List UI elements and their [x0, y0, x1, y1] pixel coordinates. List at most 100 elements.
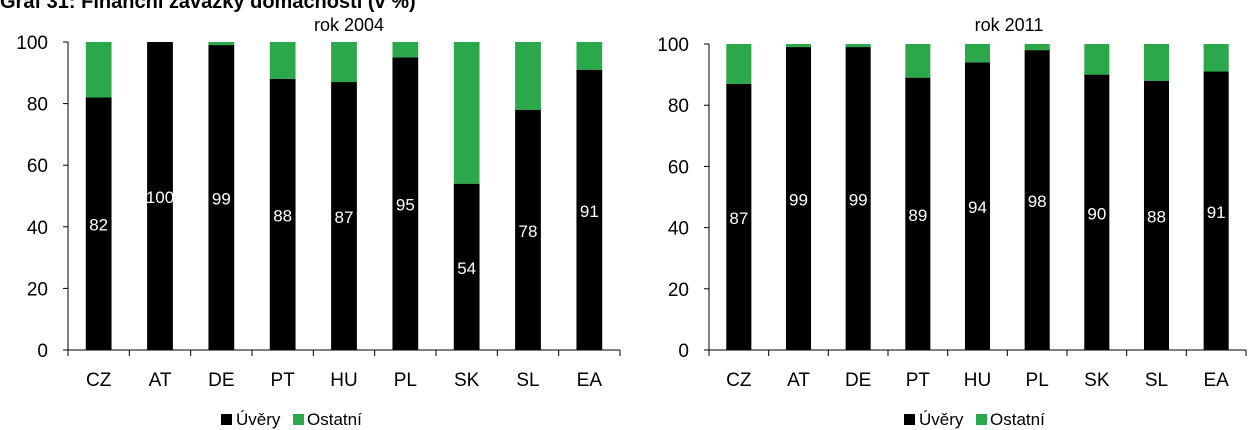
- page-title: Graf 31: Finanční závazky domácností (v …: [0, 0, 416, 13]
- x-tick-label-PL: PL: [394, 370, 417, 391]
- bar-ostatni-HU: [331, 42, 357, 83]
- bar-ostatni-DE: [208, 42, 235, 46]
- data-label-PT: 88: [273, 206, 292, 225]
- bar-uvery-CZ: [726, 83, 752, 350]
- x-tick-label-AT: AT: [149, 370, 172, 391]
- data-label-PL: 95: [396, 196, 415, 215]
- chart-2011: rok 2011 0 20 40 60 80 100 87 CZ 99 AT 99 DE 89 PT 94 H…: [657, 15, 1247, 429]
- x-tick-label-PT: PT: [271, 370, 296, 391]
- legend-label-uvery: Úvěry: [236, 410, 281, 429]
- bar-ostatni-CZ: [726, 44, 752, 84]
- data-label-DE: 99: [849, 191, 868, 210]
- y-tick-label: 100: [16, 33, 48, 54]
- data-label-AT: 99: [789, 191, 808, 210]
- y-tick-label: 80: [27, 95, 48, 116]
- plot-area: 0 20 40 60 80 100 87 CZ 99 AT 99 DE 89 PT 94 HU 98 PL 90 SK…: [657, 35, 1247, 391]
- legend-label-ostatni: Ostatní: [307, 410, 362, 429]
- bar-uvery-HU: [331, 82, 357, 350]
- plot-area: 0 20 40 60 80 100 82 CZ 100 AT 99 DE 88 PT 87 HU 95 PL 54 S…: [16, 33, 621, 391]
- bar-uvery-HU: [964, 62, 991, 351]
- x-tick-label-CZ: CZ: [726, 370, 752, 391]
- data-label-SK: 54: [457, 259, 476, 278]
- data-label-HU: 87: [335, 208, 354, 227]
- bar-ostatni-SL: [515, 42, 541, 110]
- bar-ostatni-PT: [905, 44, 931, 78]
- y-tick-label: 100: [657, 35, 689, 56]
- bar-ostatni-PL: [1024, 44, 1050, 51]
- bar-ostatni-SL: [1143, 44, 1170, 81]
- bar-ostatni-EA: [1203, 44, 1229, 72]
- bar-ostatni-AT: [785, 44, 812, 48]
- legend-swatch-uvery: [904, 414, 915, 425]
- bar-uvery-PT: [905, 77, 931, 350]
- y-tick-label: 20: [27, 279, 48, 300]
- data-label-SL: 88: [1147, 207, 1166, 226]
- data-label-DE: 99: [212, 190, 231, 209]
- bar-uvery-CZ: [85, 97, 112, 350]
- bar-ostatni-CZ: [85, 42, 112, 98]
- bar-uvery-SL: [1143, 80, 1170, 350]
- x-tick-label-CZ: CZ: [86, 370, 112, 391]
- chart-title: rok 2004: [314, 15, 384, 35]
- bar-uvery-PL: [1024, 50, 1050, 351]
- x-tick-label-DE: DE: [208, 370, 234, 391]
- bar-uvery-EA: [576, 69, 603, 350]
- bar-uvery-PT: [269, 78, 296, 351]
- bar-ostatni-DE: [845, 44, 871, 48]
- x-tick-label-AT: AT: [787, 370, 810, 391]
- data-label-SK: 90: [1087, 204, 1106, 223]
- x-tick-label-SK: SK: [1084, 370, 1110, 391]
- bar-uvery-PL: [392, 57, 419, 351]
- y-tick-label: 40: [27, 218, 48, 239]
- bar-ostatni-PL: [392, 42, 419, 58]
- x-tick-label-SL: SL: [1145, 370, 1168, 391]
- x-tick-label-PT: PT: [906, 370, 931, 391]
- y-tick-label: 0: [678, 341, 689, 362]
- x-tick-label-SL: SL: [516, 370, 539, 391]
- data-label-EA: 91: [1207, 203, 1226, 222]
- data-label-EA: 91: [580, 202, 599, 221]
- data-label-PT: 89: [908, 206, 927, 225]
- x-tick-label-EA: EA: [1203, 370, 1229, 391]
- data-label-CZ: 82: [89, 216, 108, 235]
- bar-uvery-SK: [1084, 74, 1110, 350]
- data-label-AT: 100: [146, 188, 174, 207]
- x-tick-label-HU: HU: [964, 370, 991, 391]
- chart-2004: rok 2004 0 20 40 60 80 100 82 CZ 100 AT 99 DE 88 PT 87…: [16, 15, 621, 429]
- x-tick-label-HU: HU: [330, 370, 357, 391]
- x-tick-label-PL: PL: [1026, 370, 1049, 391]
- bar-uvery-EA: [1203, 71, 1229, 350]
- data-label-PL: 98: [1028, 192, 1047, 211]
- y-tick-label: 40: [668, 219, 689, 240]
- bar-uvery-AT: [147, 42, 173, 350]
- bar-uvery-AT: [785, 47, 812, 351]
- bar-ostatni-SK: [1084, 44, 1110, 75]
- y-tick-label: 60: [27, 156, 48, 177]
- bar-ostatni-PT: [269, 42, 296, 79]
- legend-swatch-uvery: [221, 414, 232, 425]
- bar-uvery-DE: [208, 45, 235, 351]
- x-tick-label-DE: DE: [845, 370, 871, 391]
- legend: Úvěry Ostatní: [221, 410, 362, 429]
- bar-uvery-DE: [845, 47, 871, 351]
- bar-uvery-SL: [515, 109, 541, 350]
- data-label-CZ: 87: [729, 209, 748, 228]
- legend-label-ostatni: Ostatní: [990, 410, 1045, 429]
- legend-swatch-ostatni: [293, 414, 304, 425]
- y-tick-label: 0: [37, 341, 48, 362]
- bar-uvery-SK: [453, 183, 480, 350]
- bar-ostatni-HU: [964, 44, 991, 63]
- bar-ostatni-EA: [576, 42, 603, 70]
- bar-ostatni-SK: [453, 42, 480, 184]
- data-label-SL: 78: [519, 222, 538, 241]
- y-tick-label: 80: [668, 96, 689, 117]
- data-label-HU: 94: [968, 198, 987, 217]
- legend-swatch-ostatni: [976, 414, 987, 425]
- x-tick-label-EA: EA: [577, 370, 603, 391]
- chart-title: rok 2011: [975, 15, 1044, 35]
- legend: Úvěry Ostatní: [904, 410, 1045, 429]
- y-tick-label: 20: [668, 280, 689, 301]
- y-tick-label: 60: [668, 157, 689, 178]
- legend-label-uvery: Úvěry: [919, 410, 964, 429]
- x-tick-label-SK: SK: [454, 370, 480, 391]
